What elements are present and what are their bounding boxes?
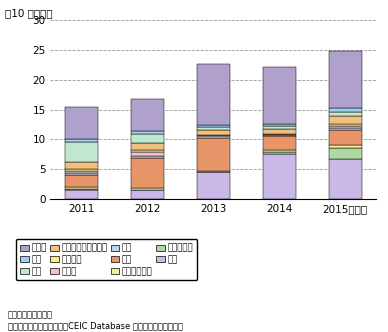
Bar bbox=[263, 126, 296, 129]
Bar bbox=[197, 138, 230, 171]
Bar bbox=[329, 126, 362, 128]
Bar bbox=[263, 129, 296, 134]
Bar bbox=[197, 135, 230, 136]
Bar bbox=[65, 190, 98, 199]
Text: 資料：ベトナム総統計局、CEIC Database から経済産業省作成。: 資料：ベトナム総統計局、CEIC Database から経済産業省作成。 bbox=[8, 322, 183, 331]
Bar bbox=[65, 162, 98, 169]
Bar bbox=[329, 108, 362, 112]
Bar bbox=[197, 127, 230, 130]
Bar bbox=[131, 156, 164, 158]
Bar bbox=[197, 125, 230, 127]
Bar bbox=[329, 128, 362, 130]
Bar bbox=[131, 99, 164, 131]
Bar bbox=[197, 171, 230, 172]
Bar bbox=[197, 172, 230, 199]
Bar bbox=[263, 136, 296, 150]
Bar bbox=[263, 135, 296, 136]
Bar bbox=[65, 107, 98, 139]
Bar bbox=[131, 134, 164, 143]
Bar bbox=[329, 112, 362, 116]
Bar bbox=[65, 175, 98, 187]
Bar bbox=[65, 187, 98, 189]
Bar bbox=[263, 150, 296, 152]
Bar bbox=[65, 189, 98, 190]
Bar bbox=[263, 66, 296, 124]
Bar bbox=[263, 152, 296, 154]
Bar bbox=[263, 124, 296, 126]
Bar bbox=[329, 148, 362, 159]
Bar bbox=[329, 124, 362, 126]
Bar bbox=[65, 173, 98, 175]
Bar bbox=[65, 171, 98, 173]
Bar bbox=[131, 188, 164, 190]
Bar bbox=[329, 145, 362, 148]
Bar bbox=[65, 169, 98, 171]
Bar bbox=[131, 152, 164, 156]
Bar bbox=[329, 159, 362, 199]
Bar bbox=[197, 136, 230, 138]
Bar bbox=[131, 150, 164, 152]
Bar bbox=[131, 190, 164, 199]
Bar bbox=[329, 116, 362, 124]
Bar bbox=[263, 134, 296, 135]
Text: 備考：認可ベース。: 備考：認可ベース。 bbox=[8, 310, 53, 319]
Bar bbox=[197, 130, 230, 135]
Legend: その他, 中国, 香港, 英領ヴァージン諸島, 連合王国, サモア, 台湾, 日本, シンガポール, マレーシア, 韓国: その他, 中国, 香港, 英領ヴァージン諸島, 連合王国, サモア, 台湾, 日… bbox=[16, 239, 197, 280]
Bar bbox=[131, 158, 164, 188]
Bar bbox=[65, 139, 98, 142]
Bar bbox=[329, 51, 362, 108]
Bar bbox=[131, 143, 164, 150]
Text: （10 億ドル）: （10 億ドル） bbox=[5, 8, 52, 18]
Bar bbox=[263, 154, 296, 199]
Bar bbox=[197, 64, 230, 125]
Bar bbox=[329, 130, 362, 145]
Bar bbox=[65, 142, 98, 162]
Bar bbox=[131, 131, 164, 134]
